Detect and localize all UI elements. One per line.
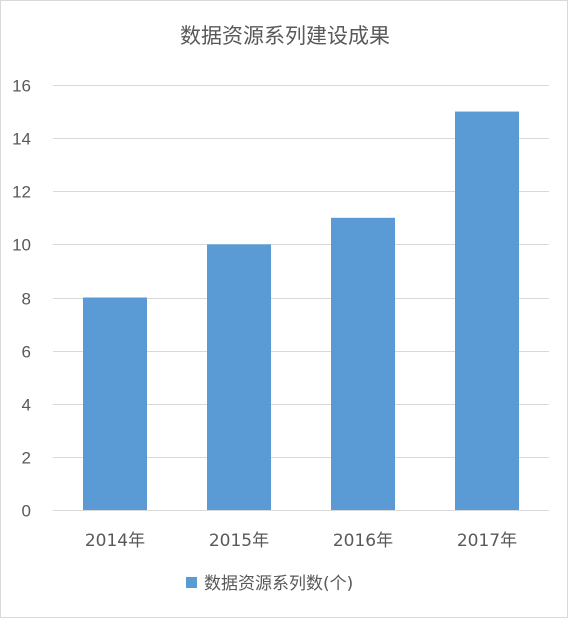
bar-2015年 (207, 244, 271, 510)
bars (83, 111, 519, 510)
x-axis-ticks: 2014年 2015年 2016年 2017年 (85, 531, 517, 551)
x-tick-label: 2014年 (85, 531, 145, 551)
chart-title: 数据资源系列建设成果 (180, 24, 390, 48)
y-tick-label: 14 (12, 130, 31, 149)
y-tick-label: 16 (12, 77, 31, 96)
y-axis-ticks: 0 2 4 6 8 10 12 14 16 (12, 77, 31, 521)
y-tick-label: 0 (22, 502, 31, 521)
x-tick-label: 2017年 (457, 531, 517, 551)
legend: 数据资源系列数(个) (186, 574, 353, 594)
y-tick-label: 2 (22, 449, 31, 468)
y-tick-label: 8 (22, 290, 31, 309)
x-tick-label: 2016年 (333, 531, 393, 551)
legend-swatch (186, 577, 197, 588)
x-tick-label: 2015年 (209, 531, 269, 551)
y-tick-label: 10 (12, 236, 31, 255)
y-tick-label: 4 (22, 396, 31, 415)
legend-label: 数据资源系列数(个) (204, 574, 353, 594)
y-tick-label: 12 (12, 183, 31, 202)
bar-2017年 (455, 111, 519, 510)
y-tick-label: 6 (22, 343, 31, 362)
bar-2014年 (83, 297, 147, 510)
bar-2016年 (331, 217, 395, 510)
